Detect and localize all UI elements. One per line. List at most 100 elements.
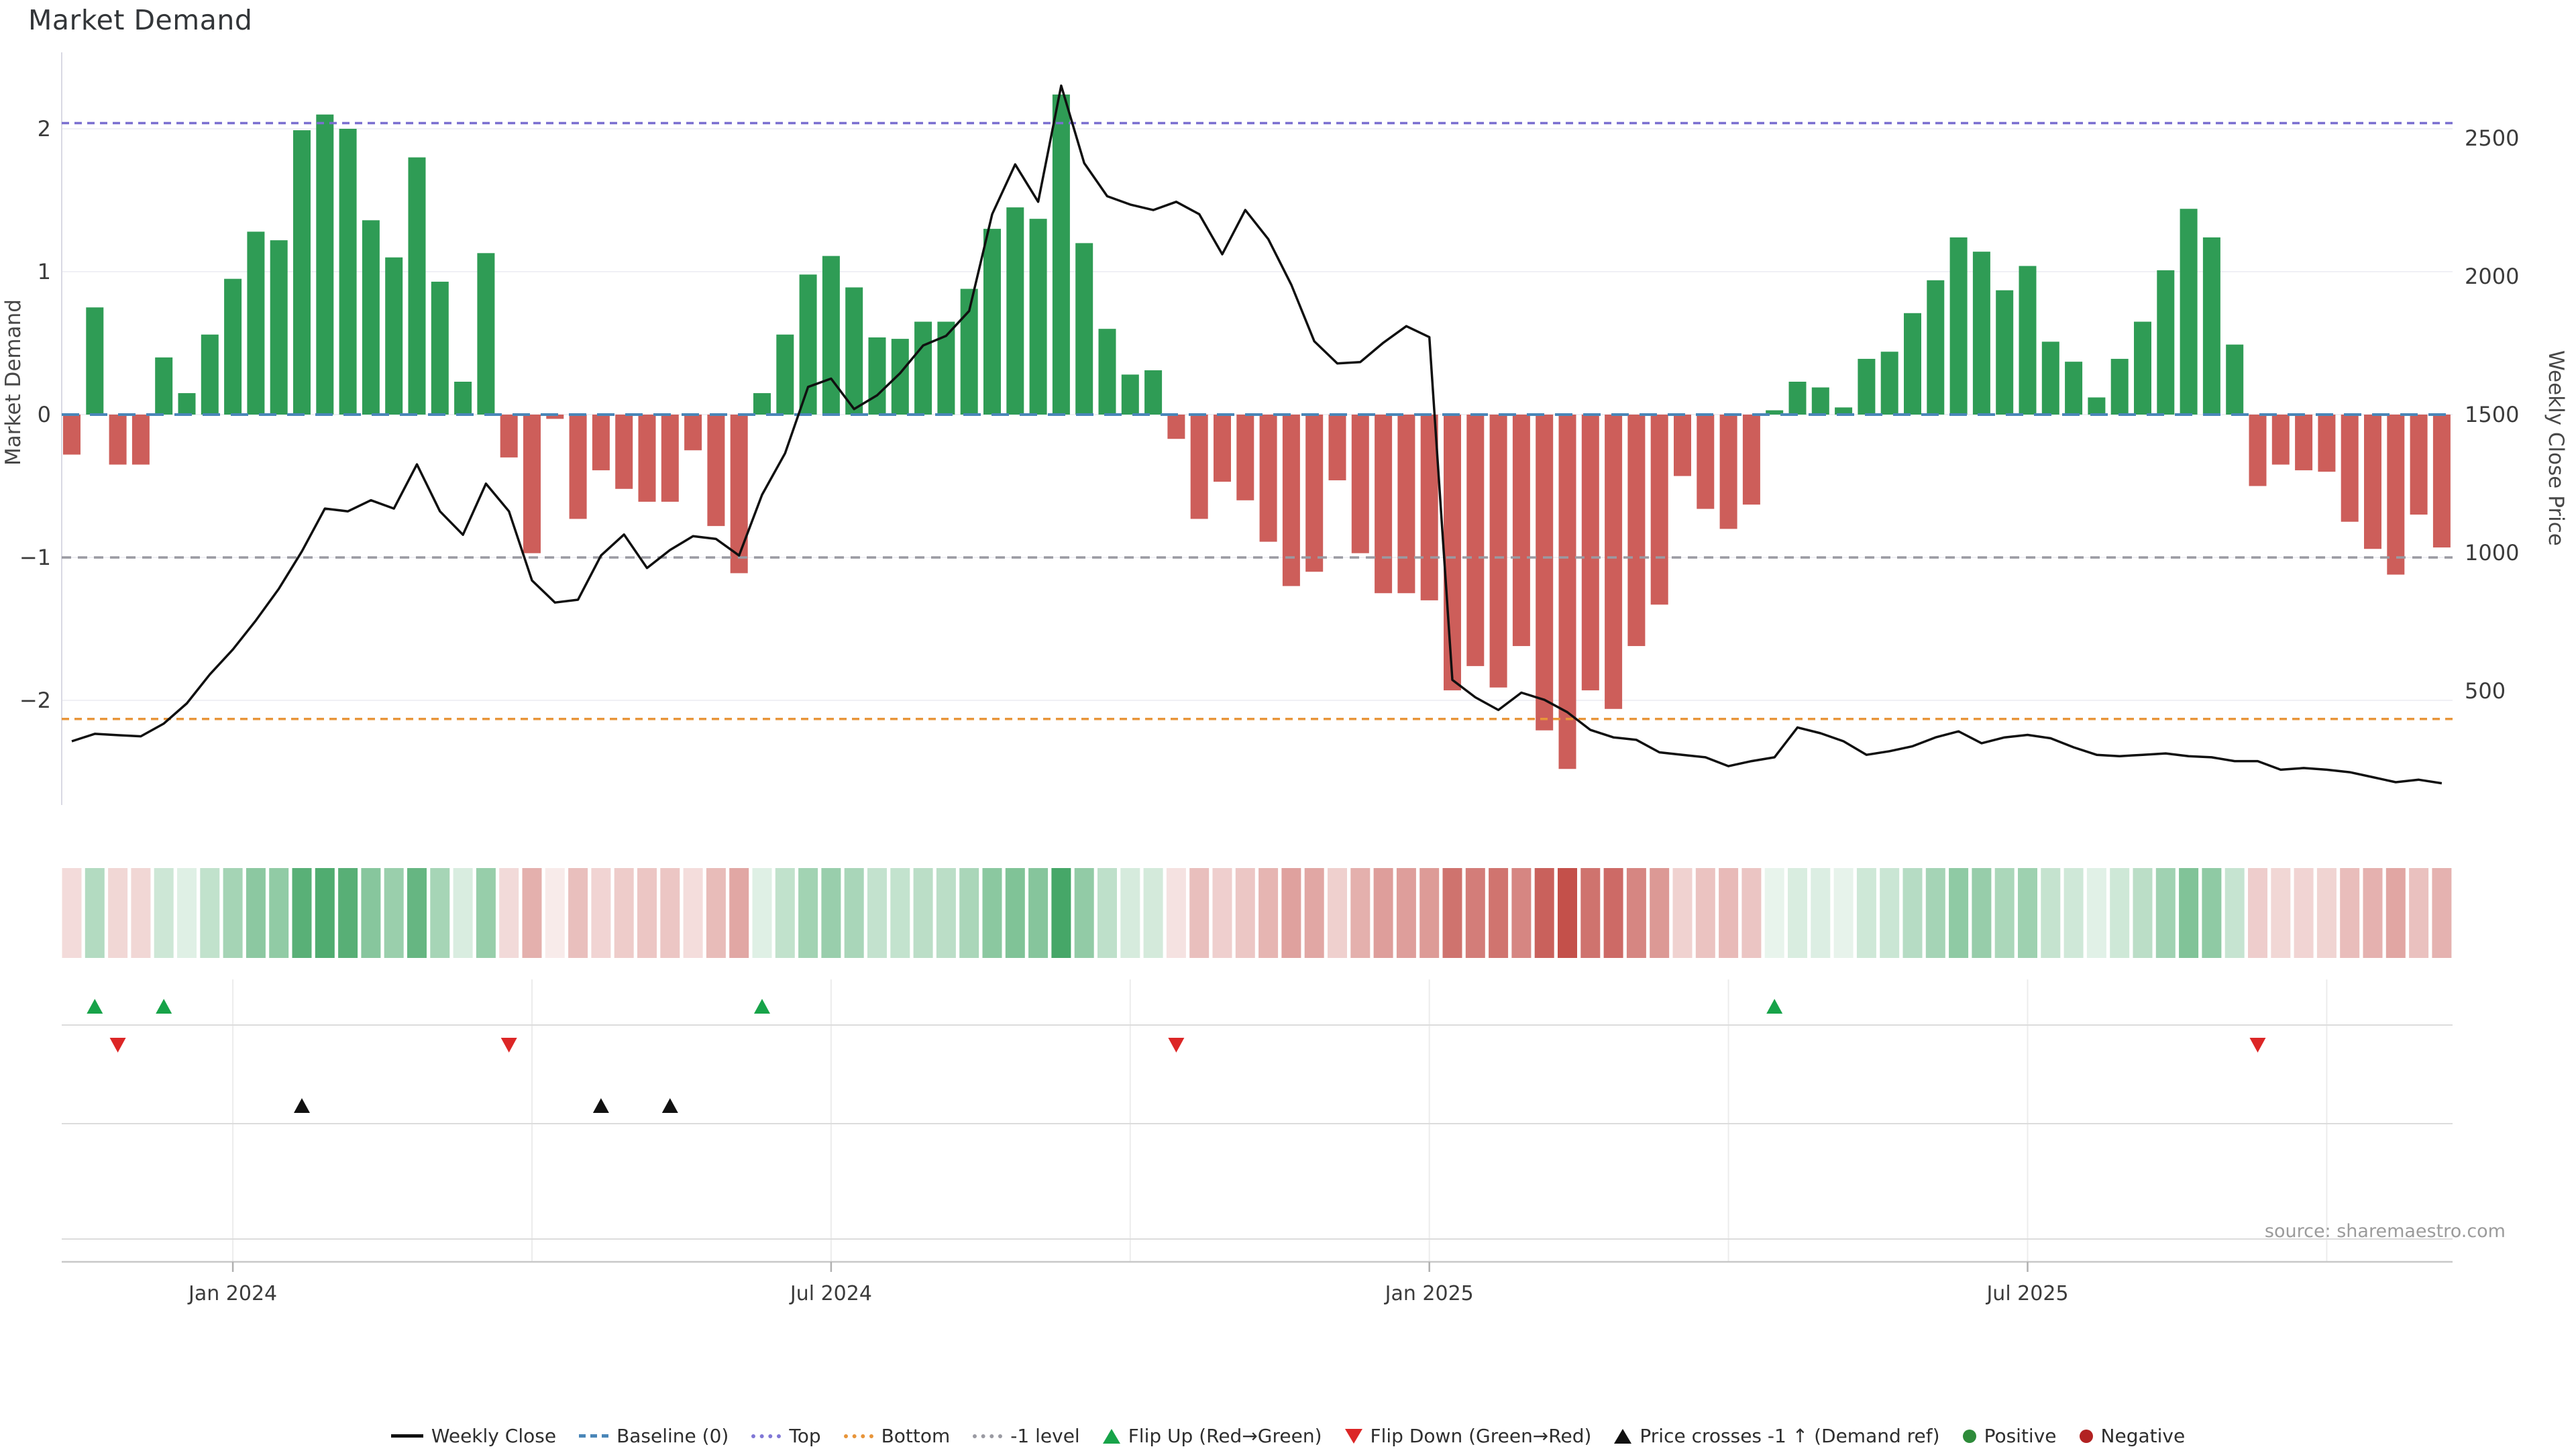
demand-bar-positive — [2180, 209, 2198, 415]
demand-bar-negative — [546, 415, 564, 419]
heatmap-cell — [1558, 868, 1577, 958]
heatmap-cell — [430, 868, 450, 958]
heatmap-cell — [476, 868, 496, 958]
legend-dot-swatch-icon — [1962, 1429, 1976, 1443]
demand-bar-negative — [1351, 415, 1369, 553]
heatmap-cell — [1350, 868, 1371, 958]
heatmap-cell — [1880, 868, 1900, 958]
heatmap-cell — [2063, 868, 2084, 958]
demand-bar-negative — [1719, 415, 1737, 529]
demand-bar-negative — [2387, 415, 2405, 575]
demand-bar-positive — [1052, 94, 1070, 415]
demand-bar-positive — [431, 281, 449, 415]
demand-bar-negative — [569, 415, 587, 519]
legend-dot-swatch-icon — [2079, 1429, 2093, 1443]
demand-bar-positive — [2110, 358, 2129, 415]
demand-bar-negative — [1650, 415, 1668, 605]
demand-bar-negative — [2318, 415, 2336, 472]
legend-label: Negative — [2100, 1425, 2186, 1447]
legend-label: Price crosses -1 ↑ (Demand ref) — [1640, 1425, 1940, 1447]
chart-legend: Weekly Close Baseline (0) Top Bottom -1 leve… — [0, 1425, 2576, 1447]
heatmap-cell — [1695, 868, 1715, 958]
demand-bar-positive — [339, 129, 357, 415]
heatmap-cell — [2409, 868, 2429, 958]
heatmap-cell — [1672, 868, 1693, 958]
demand-bar-positive — [454, 382, 472, 415]
demand-bar-negative — [1742, 415, 1760, 505]
flip-up-marker — [87, 999, 103, 1014]
demand-bar-negative — [1466, 415, 1485, 666]
heatmap-cell — [1580, 868, 1601, 958]
heatmap-cell — [200, 868, 220, 958]
heatmap-cell — [798, 868, 818, 958]
demand-bar-negative — [1420, 415, 1438, 600]
demand-bar-positive — [1858, 358, 1876, 415]
heatmap-cell — [1074, 868, 1094, 958]
heatmap-cell — [867, 868, 887, 958]
right-axis-tick-label: 2000 — [2465, 264, 2519, 289]
demand-bar-positive — [1972, 252, 1990, 415]
heatmap-cell — [453, 868, 473, 958]
heatmap-cell — [292, 868, 312, 958]
heatmap-cell — [1143, 868, 1163, 958]
heatmap-cell — [1489, 868, 1509, 958]
right-axis-title: Weekly Close Price — [2544, 350, 2568, 546]
legend-label: Baseline (0) — [616, 1425, 729, 1447]
flip-down-marker — [1168, 1038, 1185, 1053]
demand-bar-negative — [2341, 415, 2359, 522]
demand-bar-positive — [2157, 270, 2175, 415]
demand-bar-positive — [1904, 313, 1921, 415]
demand-bar-positive — [1075, 243, 1093, 415]
heatmap-cell — [1719, 868, 1739, 958]
heatmap-cell — [407, 868, 427, 958]
demand-bar-positive — [983, 229, 1001, 415]
demand-bar-positive — [362, 220, 380, 415]
heatmap-cell — [775, 868, 795, 958]
right-axis-tick-label: 1500 — [2465, 402, 2519, 427]
demand-bar-positive — [2226, 344, 2244, 415]
heatmap-cell — [1051, 868, 1071, 958]
demand-bar-positive — [316, 114, 334, 415]
demand-bar-negative — [2271, 415, 2290, 465]
demand-bar-negative — [1305, 415, 1324, 572]
demand-bar-positive — [2019, 266, 2037, 415]
heatmap-cell — [1764, 868, 1784, 958]
legend-item: Price crosses -1 ↑ (Demand ref) — [1614, 1425, 1940, 1447]
legend-label: Top — [789, 1425, 821, 1447]
heatmap-cell — [1304, 868, 1324, 958]
heatmap-cell — [522, 868, 542, 958]
legend-item: Flip Down (Green→Red) — [1344, 1425, 1591, 1447]
heatmap-cell — [1626, 868, 1646, 958]
demand-bar-positive — [2065, 362, 2083, 415]
legend-label: Flip Up (Red→Green) — [1128, 1425, 1322, 1447]
left-axis-tick-label: 2 — [38, 116, 51, 142]
heatmap-cell — [2363, 868, 2383, 958]
legend-dotted-swatch-icon — [751, 1434, 782, 1438]
demand-bar-negative — [1397, 415, 1415, 594]
demand-bar-negative — [1581, 415, 1599, 691]
demand-bar-negative — [1674, 415, 1691, 476]
left-axis-tick-label: 1 — [38, 259, 51, 284]
demand-bar-negative — [1190, 415, 1208, 519]
demand-bar-positive — [201, 334, 219, 415]
demand-bar-positive — [2134, 321, 2151, 415]
heatmap-cell — [1419, 868, 1440, 958]
demand-bar-positive — [270, 240, 288, 415]
demand-bar-negative — [500, 415, 518, 458]
demand-bar-positive — [1949, 237, 1968, 415]
demand-bar-positive — [1121, 374, 1139, 415]
demand-bar-positive — [1788, 382, 1807, 415]
demand-bar-negative — [684, 415, 702, 451]
heatmap-cell — [2041, 868, 2061, 958]
heatmap-cell — [2224, 868, 2245, 958]
legend-tri-up-swatch-icon — [1102, 1428, 1120, 1444]
heatmap-cell — [1373, 868, 1393, 958]
heatmap-cell — [1212, 868, 1232, 958]
legend-label: Bottom — [881, 1425, 951, 1447]
legend-item: Flip Up (Red→Green) — [1102, 1425, 1322, 1447]
demand-bar-positive — [2088, 397, 2106, 415]
heatmap-cell — [62, 868, 82, 958]
demand-bar-negative — [1167, 415, 1185, 439]
x-axis-date-label: Jan 2025 — [1384, 1282, 1474, 1305]
